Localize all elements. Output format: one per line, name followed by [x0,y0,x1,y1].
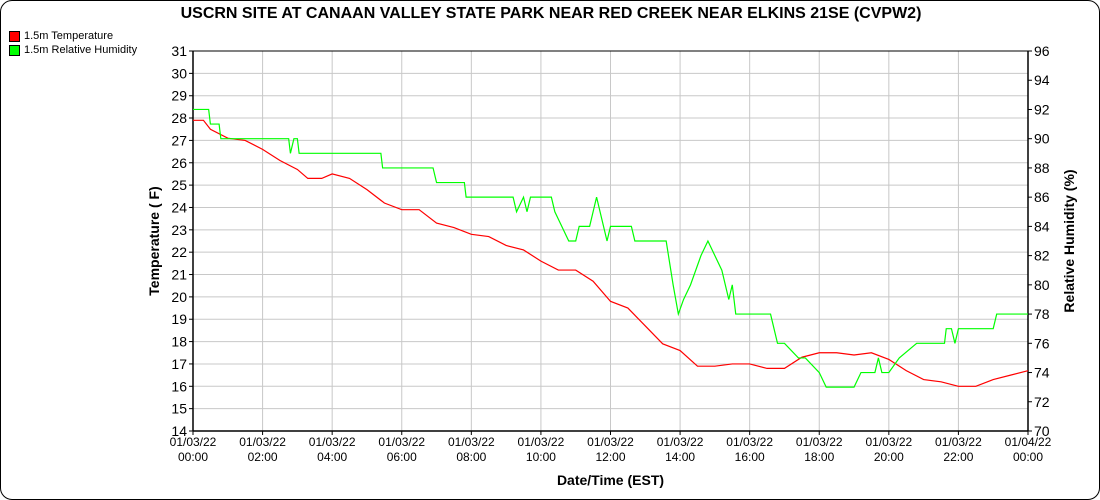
x-tick-label-date: 01/03/22 [587,435,634,449]
y-tick-label: 16 [171,378,187,394]
y-tick-label: 29 [171,88,187,104]
x-tick-label-time: 00:00 [178,450,208,464]
y2-tick-label: 86 [1034,189,1050,205]
x-tick-label-time: 00:00 [1013,450,1043,464]
x-tick-label-date: 01/03/22 [726,435,773,449]
y-tick-label: 26 [171,155,187,171]
x-tick-label-time: 20:00 [874,450,904,464]
legend-label: 1.5m Relative Humidity [24,44,138,56]
y-tick-label: 20 [171,289,187,305]
x-axis-label: Date/Time (EST) [557,472,664,488]
x-tick-label-date: 01/03/22 [935,435,982,449]
x-tick-label-time: 10:00 [526,450,556,464]
y2-tick-label: 92 [1034,101,1050,117]
x-tick-label-time: 06:00 [387,450,417,464]
y-tick-label: 23 [171,222,187,238]
y-tick-label: 27 [171,132,187,148]
y-tick-label: 18 [171,334,187,350]
legend-item-humidity: 1.5m Relative Humidity [9,44,137,56]
humidity-line [193,108,1028,388]
y2-tick-label: 96 [1034,43,1050,59]
y2-tick-label: 88 [1034,160,1050,176]
legend-swatch-temperature [9,30,20,42]
y-tick-label: 25 [171,177,187,193]
y-tick-label: 14 [171,423,187,439]
legend-label: 1.5m Temperature [24,30,114,42]
y2-tick-label: 90 [1034,131,1050,147]
y2-tick-label: 82 [1034,248,1050,264]
y2-tick-label: 74 [1034,365,1050,381]
x-tick-label-date: 01/03/22 [309,435,356,449]
y-tick-label: 21 [171,267,187,283]
x-tick-label-date: 01/03/22 [865,435,912,449]
y-tick-label: 17 [171,356,187,372]
x-tick-label-time: 16:00 [735,450,765,464]
legend-swatch-humidity [9,44,20,56]
x-tick-label-date: 01/03/22 [170,435,217,449]
y-axis-label: Temperature ( F) [146,186,162,295]
temperature-line [193,119,1029,387]
chart-title: USCRN SITE AT CANAAN VALLEY STATE PARK N… [180,5,922,22]
x-tick-label-time: 18:00 [804,450,834,464]
y2-tick-label: 76 [1034,335,1050,351]
x-tick-label-time: 04:00 [317,450,347,464]
y2-tick-label: 70 [1034,423,1050,439]
y-tick-label: 15 [171,401,187,417]
x-tick-label-time: 02:00 [248,450,278,464]
x-tick-label-time: 14:00 [665,450,695,464]
x-tick-label-time: 12:00 [595,450,625,464]
x-tick-label-date: 01/03/22 [448,435,495,449]
y-tick-label: 24 [171,199,187,215]
y2-tick-label: 78 [1034,306,1050,322]
y2-tick-label: 80 [1034,277,1050,293]
x-tick-label-date: 01/03/22 [239,435,286,449]
x-tick-label-time: 08:00 [456,450,486,464]
x-tick-label-date: 01/03/22 [518,435,565,449]
y2-tick-label: 84 [1034,218,1050,234]
x-tick-label-date: 01/03/22 [378,435,425,449]
y-tick-label: 30 [171,65,187,81]
y2-axis-label: Relative Humidity (%) [1061,169,1077,312]
x-tick-label-date: 01/04/22 [1005,435,1052,449]
y-tick-label: 22 [171,244,187,260]
y-tick-label: 31 [171,43,187,59]
y2-tick-label: 94 [1034,72,1050,88]
x-tick-label-date: 01/03/22 [796,435,843,449]
x-tick-label-time: 22:00 [943,450,973,464]
y2-tick-label: 72 [1034,394,1050,410]
x-tick-label-date: 01/03/22 [657,435,704,449]
y-tick-label: 28 [171,110,187,126]
legend-item-temperature: 1.5m Temperature [9,30,113,42]
y-tick-label: 19 [171,311,187,327]
